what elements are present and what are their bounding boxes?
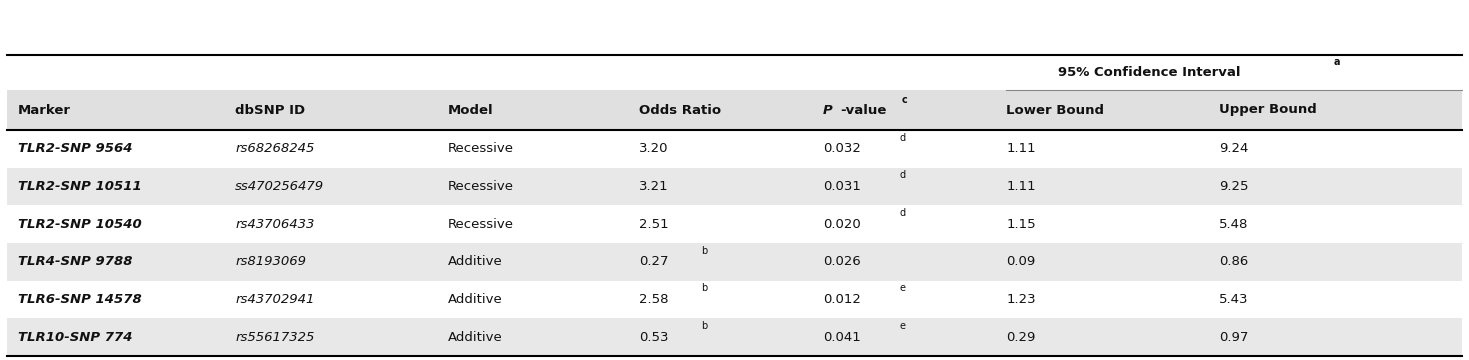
- Bar: [7, 90, 1462, 130]
- Text: d: d: [899, 208, 906, 218]
- Text: 95% Confidence Interval: 95% Confidence Interval: [1058, 66, 1240, 79]
- Text: TLR6-SNP 14578: TLR6-SNP 14578: [18, 293, 141, 306]
- Text: 9.24: 9.24: [1219, 142, 1249, 155]
- Text: 1.23: 1.23: [1006, 293, 1036, 306]
- Text: e: e: [899, 283, 906, 293]
- Text: 0.026: 0.026: [823, 255, 861, 268]
- Text: dbSNP ID: dbSNP ID: [235, 104, 306, 117]
- Text: Recessive: Recessive: [448, 142, 514, 155]
- Text: b: b: [701, 283, 707, 293]
- Text: b: b: [701, 321, 707, 331]
- Text: Marker: Marker: [18, 104, 71, 117]
- Bar: [7, 130, 1462, 168]
- Text: Additive: Additive: [448, 331, 502, 344]
- Text: rs43706433: rs43706433: [235, 218, 314, 231]
- Text: 2.58: 2.58: [639, 293, 668, 306]
- Text: 3.20: 3.20: [639, 142, 668, 155]
- Bar: [7, 281, 1462, 318]
- Text: 1.15: 1.15: [1006, 218, 1036, 231]
- Text: 0.09: 0.09: [1006, 255, 1036, 268]
- Text: -value: -value: [840, 104, 887, 117]
- Text: d: d: [899, 170, 906, 180]
- Text: TLR2-SNP 9564: TLR2-SNP 9564: [18, 142, 132, 155]
- Text: Recessive: Recessive: [448, 180, 514, 193]
- Text: 9.25: 9.25: [1219, 180, 1249, 193]
- Text: TLR10-SNP 774: TLR10-SNP 774: [18, 331, 132, 344]
- Text: 1.11: 1.11: [1006, 142, 1036, 155]
- Text: ss470256479: ss470256479: [235, 180, 325, 193]
- Text: P: P: [823, 104, 833, 117]
- Text: 0.29: 0.29: [1006, 331, 1036, 344]
- Text: c: c: [902, 95, 908, 105]
- Bar: [7, 205, 1462, 243]
- Text: 0.020: 0.020: [823, 218, 861, 231]
- Text: 0.032: 0.032: [823, 142, 861, 155]
- Text: 3.21: 3.21: [639, 180, 668, 193]
- Text: rs68268245: rs68268245: [235, 142, 314, 155]
- Text: Odds Ratio: Odds Ratio: [639, 104, 721, 117]
- Text: rs8193069: rs8193069: [235, 255, 306, 268]
- Text: 0.041: 0.041: [823, 331, 861, 344]
- Text: Recessive: Recessive: [448, 218, 514, 231]
- Text: Lower Bound: Lower Bound: [1006, 104, 1105, 117]
- Text: 0.97: 0.97: [1219, 331, 1249, 344]
- Text: Additive: Additive: [448, 293, 502, 306]
- Text: e: e: [899, 321, 906, 331]
- Text: 0.031: 0.031: [823, 180, 861, 193]
- Bar: [7, 55, 1462, 356]
- Text: b: b: [701, 246, 707, 256]
- Text: TLR4-SNP 9788: TLR4-SNP 9788: [18, 255, 132, 268]
- Text: rs55617325: rs55617325: [235, 331, 314, 344]
- Text: 5.48: 5.48: [1219, 218, 1249, 231]
- Text: a: a: [1334, 57, 1340, 67]
- Text: TLR2-SNP 10511: TLR2-SNP 10511: [18, 180, 141, 193]
- Text: 0.27: 0.27: [639, 255, 668, 268]
- Text: 5.43: 5.43: [1219, 293, 1249, 306]
- Text: 1.11: 1.11: [1006, 180, 1036, 193]
- Bar: [7, 243, 1462, 281]
- Text: TLR2-SNP 10540: TLR2-SNP 10540: [18, 218, 141, 231]
- Bar: [7, 168, 1462, 205]
- Text: rs43702941: rs43702941: [235, 293, 314, 306]
- Text: 0.012: 0.012: [823, 293, 861, 306]
- Text: 2.51: 2.51: [639, 218, 668, 231]
- Text: 0.53: 0.53: [639, 331, 668, 344]
- Text: Additive: Additive: [448, 255, 502, 268]
- Text: 0.86: 0.86: [1219, 255, 1249, 268]
- Bar: [7, 318, 1462, 356]
- Text: Model: Model: [448, 104, 494, 117]
- Text: d: d: [899, 132, 906, 143]
- Text: Upper Bound: Upper Bound: [1219, 104, 1318, 117]
